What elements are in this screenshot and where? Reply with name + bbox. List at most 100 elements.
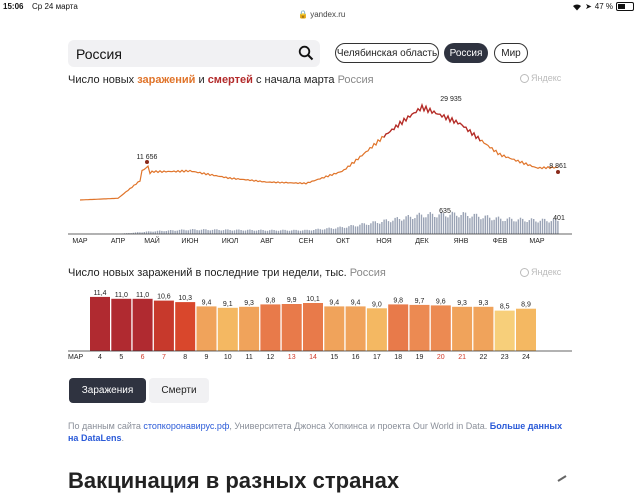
day-tick-label: 24	[522, 354, 530, 361]
status-date: Ср 24 марта	[32, 2, 78, 11]
death-bar	[375, 221, 376, 234]
death-bar	[326, 228, 327, 234]
death-bar	[355, 226, 356, 234]
death-bar	[540, 221, 541, 234]
day-bar[interactable]	[239, 307, 259, 351]
month-tick-label: МАР	[72, 238, 88, 245]
death-bar	[265, 231, 266, 234]
day-bar[interactable]	[410, 305, 430, 351]
death-bar	[465, 213, 466, 234]
death-bar	[445, 216, 446, 234]
death-bar	[229, 230, 230, 234]
death-bar	[504, 221, 505, 234]
yandex-watermark-2: Яндекс	[520, 267, 561, 277]
day-bar[interactable]	[324, 306, 344, 351]
link-stopcoronavirus[interactable]: стопкоронавирус.рф	[143, 421, 229, 431]
death-bar	[225, 229, 226, 234]
day-bar[interactable]	[218, 308, 238, 351]
day-tick-label: 8	[183, 354, 187, 361]
address-url[interactable]: 🔒 yandex.ru	[298, 10, 345, 19]
day-bar[interactable]	[431, 305, 451, 351]
month-tick-label: АПР	[111, 238, 126, 245]
tab-infections[interactable]: Заражения	[69, 378, 146, 403]
death-bar	[322, 230, 323, 234]
death-bar	[157, 231, 158, 234]
death-bar	[313, 230, 314, 234]
day-bar[interactable]	[388, 304, 408, 351]
day-bar[interactable]	[346, 306, 366, 351]
three-week-bar-chart[interactable]: 11,4411,0511,0610,6710,389,499,1109,3119…	[0, 284, 640, 364]
day-bar[interactable]	[282, 304, 302, 351]
day-bar[interactable]	[367, 308, 387, 351]
death-bar	[207, 230, 208, 234]
death-bar	[177, 231, 178, 234]
day-bar[interactable]	[133, 299, 153, 351]
day-bar[interactable]	[197, 306, 217, 351]
death-bar	[427, 214, 428, 234]
death-bar	[430, 212, 431, 234]
death-bar	[419, 213, 420, 234]
day-tick-label: 14	[309, 354, 317, 361]
death-bar	[467, 216, 468, 234]
search-icon[interactable]	[298, 45, 314, 61]
region-pill-world[interactable]: Мир	[494, 43, 528, 63]
day-bar[interactable]	[516, 309, 536, 351]
death-bar	[476, 214, 477, 234]
month-tick-label: НОЯ	[376, 238, 391, 245]
day-bar[interactable]	[495, 311, 515, 351]
day-bar[interactable]	[175, 302, 195, 351]
day-bar[interactable]	[154, 301, 174, 351]
day-bar[interactable]	[452, 307, 472, 351]
death-bar	[410, 217, 411, 234]
month-tick-label: ИЮН	[181, 238, 198, 245]
month-tick-label: ИЮЛ	[222, 238, 239, 245]
search-input-value[interactable]: Россия	[76, 46, 122, 62]
chevron-icon[interactable]	[556, 474, 570, 482]
day-bar[interactable]	[260, 304, 280, 351]
bar-value-label: 10,6	[157, 294, 171, 301]
death-bar	[434, 217, 435, 234]
day-tick-label: 5	[119, 354, 123, 361]
death-bar	[531, 218, 532, 234]
death-bar	[368, 225, 369, 234]
bar-value-label: 11,4	[93, 290, 106, 297]
day-tick-label: 12	[267, 354, 275, 361]
death-bar	[432, 214, 433, 234]
death-bar	[324, 229, 325, 234]
day-tick-label: 17	[373, 354, 381, 361]
death-bar	[214, 229, 215, 234]
death-bar	[498, 217, 499, 234]
bar-value-label: 9,4	[351, 299, 361, 306]
death-bar	[474, 214, 475, 234]
death-bar	[496, 217, 497, 234]
bar-value-label: 10,1	[306, 296, 320, 303]
death-bar	[388, 221, 389, 234]
day-bar[interactable]	[111, 299, 131, 351]
month-tick-label: АВГ	[260, 238, 273, 245]
region-pill-chelyabinsk[interactable]: Челябинская область	[335, 43, 439, 63]
death-bar	[513, 221, 514, 234]
death-bar	[551, 221, 552, 234]
day-bar[interactable]	[303, 303, 323, 351]
day-bar[interactable]	[90, 297, 110, 351]
tab-deaths[interactable]: Смерти	[149, 378, 209, 403]
death-bar	[295, 230, 296, 234]
death-bar	[403, 219, 404, 234]
death-bar	[491, 220, 492, 234]
death-bar	[361, 223, 362, 234]
death-bar	[529, 220, 530, 234]
region-pill-russia[interactable]: Россия	[444, 43, 488, 63]
bar-value-label: 9,0	[372, 301, 382, 308]
death-bar	[509, 217, 510, 234]
death-bar	[159, 231, 160, 235]
death-bar	[223, 230, 224, 234]
region-search-field[interactable]: Россия	[68, 40, 320, 67]
death-bar	[500, 219, 501, 234]
death-bar	[546, 221, 547, 234]
bar-value-label: 9,3	[244, 300, 254, 307]
day-bar[interactable]	[473, 307, 493, 351]
death-bar	[524, 221, 525, 234]
death-bar	[300, 231, 301, 234]
bar-value-label: 9,8	[266, 297, 276, 304]
